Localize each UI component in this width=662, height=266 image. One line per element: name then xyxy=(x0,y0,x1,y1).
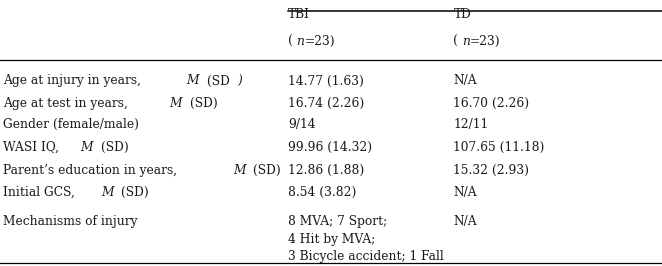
Text: 8 MVA; 7 Sport;
4 Hit by MVA;
3 Bicycle accident; 1 Fall: 8 MVA; 7 Sport; 4 Hit by MVA; 3 Bicycle … xyxy=(288,215,444,263)
Text: (SD): (SD) xyxy=(185,97,217,110)
Text: M: M xyxy=(101,186,114,199)
Text: (: ( xyxy=(288,35,293,48)
Text: M: M xyxy=(81,141,93,154)
Text: TD: TD xyxy=(453,8,471,21)
Text: 16.70 (2.26): 16.70 (2.26) xyxy=(453,97,530,110)
Text: N/A: N/A xyxy=(453,186,477,199)
Text: Initial GCS,: Initial GCS, xyxy=(3,186,79,199)
Text: 14.77 (1.63): 14.77 (1.63) xyxy=(288,74,364,88)
Text: n: n xyxy=(297,35,305,48)
Text: 12.86 (1.88): 12.86 (1.88) xyxy=(288,164,364,177)
Text: Age at injury in years,: Age at injury in years, xyxy=(3,74,145,88)
Text: 15.32 (2.93): 15.32 (2.93) xyxy=(453,164,530,177)
Text: (SD: (SD xyxy=(203,74,229,88)
Text: n: n xyxy=(462,35,470,48)
Text: (SD): (SD) xyxy=(117,186,149,199)
Text: M: M xyxy=(169,97,182,110)
Text: M: M xyxy=(233,164,246,177)
Text: Mechanisms of injury: Mechanisms of injury xyxy=(3,215,138,228)
Text: ): ) xyxy=(237,74,242,88)
Text: (SD): (SD) xyxy=(97,141,128,154)
Text: (SD): (SD) xyxy=(249,164,281,177)
Text: N/A: N/A xyxy=(453,74,477,88)
Text: 107.65 (11.18): 107.65 (11.18) xyxy=(453,141,545,154)
Text: Parent’s education in years,: Parent’s education in years, xyxy=(3,164,181,177)
Text: M: M xyxy=(187,74,199,88)
Text: =23): =23) xyxy=(305,35,335,48)
Text: N/A: N/A xyxy=(453,215,477,228)
Text: 16.74 (2.26): 16.74 (2.26) xyxy=(288,97,364,110)
Text: 12/11: 12/11 xyxy=(453,118,489,131)
Text: 8.54 (3.82): 8.54 (3.82) xyxy=(288,186,356,199)
Text: =23): =23) xyxy=(470,35,500,48)
Text: 9/14: 9/14 xyxy=(288,118,316,131)
Text: TBI: TBI xyxy=(288,8,310,21)
Text: WASI IQ,: WASI IQ, xyxy=(3,141,63,154)
Text: Age at test in years,: Age at test in years, xyxy=(3,97,132,110)
Text: Gender (female/male): Gender (female/male) xyxy=(3,118,139,131)
Text: (: ( xyxy=(453,35,458,48)
Text: 99.96 (14.32): 99.96 (14.32) xyxy=(288,141,372,154)
